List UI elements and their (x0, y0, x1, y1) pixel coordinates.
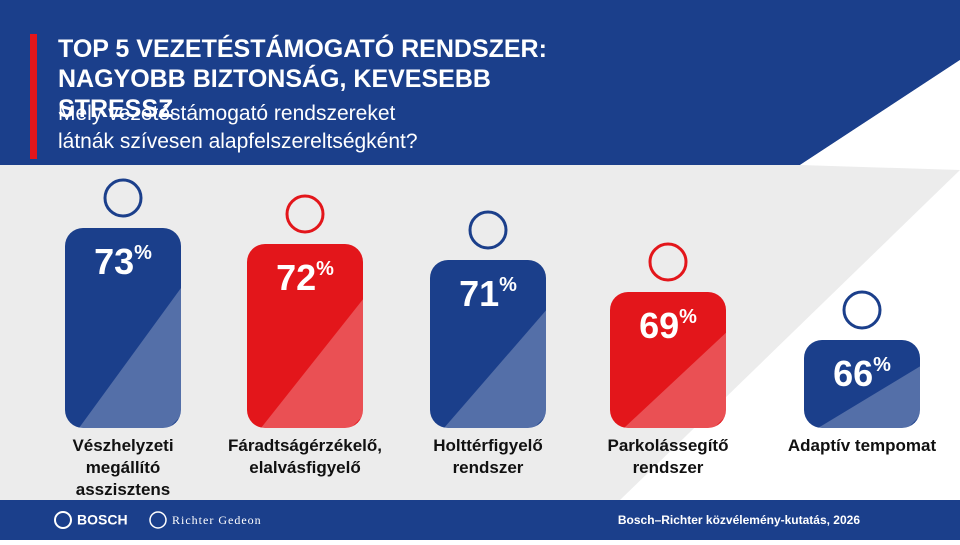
x-tick-label: Parkolássegítő rendszer (608, 436, 729, 477)
bar (610, 292, 726, 428)
logo-richter: Richter Gedeon (172, 513, 262, 527)
footer-band (0, 500, 960, 540)
bar-shine (818, 366, 920, 428)
x-tick-label: Vészhelyzeti megállító asszisztens (72, 436, 173, 499)
x-tick-label: Adaptív tempomat (788, 436, 937, 455)
bar-shine (261, 299, 363, 428)
icon (285, 194, 325, 234)
value-label: 71% (459, 273, 517, 314)
header-band (0, 0, 960, 165)
richter-icon (149, 511, 167, 529)
bar (247, 244, 363, 428)
value-label: 73% (94, 241, 152, 282)
bar-shine (624, 332, 726, 428)
value-label: 69% (639, 305, 697, 346)
icon (468, 210, 508, 250)
bar-shine (444, 310, 546, 428)
icon (103, 178, 143, 218)
bosch-icon (54, 511, 72, 529)
header-corner (800, 60, 960, 170)
icon (648, 242, 688, 282)
chart-subtitle: Mely vezetéstámogató rendszereket látnák … (58, 102, 418, 153)
chart-title: TOP 5 VEZETÉSTÁMOGATÓ RENDSZER: NAGYOBB B… (58, 33, 547, 123)
source: Bosch–Richter közvélemény-kutatás, 2026 (618, 513, 860, 527)
accent-bar (30, 34, 37, 159)
value-label: 72% (276, 257, 334, 298)
x-tick-label: Holttérfigyelő rendszer (433, 436, 543, 477)
bar (65, 228, 181, 428)
x-tick-label: Fáradtságérzékelő, elalvásfigyelő (228, 436, 382, 477)
bar (804, 340, 920, 428)
logo-bosch: BOSCH (77, 512, 128, 528)
bar (430, 260, 546, 428)
icon (842, 290, 882, 330)
bar-shine (79, 288, 181, 428)
value-label: 66% (833, 353, 891, 394)
